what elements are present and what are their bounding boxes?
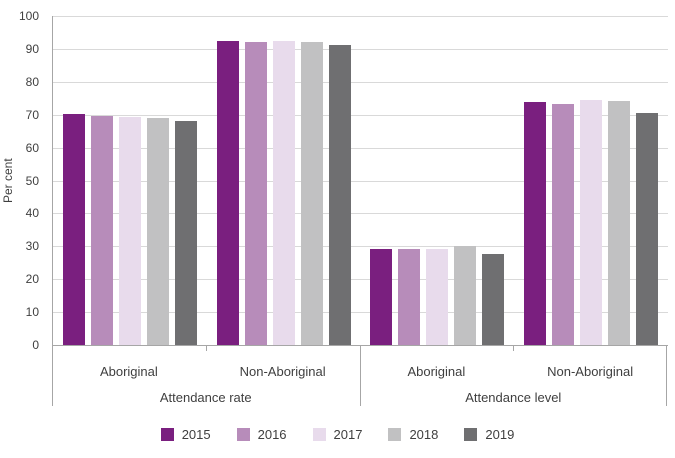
bar-2019 [328, 44, 351, 345]
category-label: Aboriginal [99, 364, 158, 379]
y-tick-label: 80 [25, 74, 39, 89]
bar-group [514, 16, 668, 345]
gridline [53, 48, 668, 50]
gridline [53, 312, 668, 314]
section-separator-tick [52, 346, 53, 406]
y-tick-label: 10 [25, 305, 39, 320]
category-label: Aboriginal [407, 364, 466, 379]
section-separator-tick [359, 346, 361, 406]
legend-label: 2016 [257, 427, 287, 442]
group-separator-tick [513, 346, 515, 351]
bar-2018 [146, 118, 169, 345]
bar-2016 [552, 103, 575, 345]
bar-group [207, 16, 361, 345]
bar-2018 [300, 42, 323, 345]
legend-label: 2015 [181, 427, 211, 442]
bar-2017 [272, 41, 295, 345]
gridlines [53, 16, 668, 345]
y-tick-label: 40 [25, 206, 39, 221]
legend-item-2017: 2017 [312, 427, 363, 442]
bar-group [53, 16, 207, 345]
y-tick-label: 90 [25, 41, 39, 56]
axis-ticks [52, 346, 667, 406]
plot-area [52, 16, 668, 346]
y-tick-label: 20 [25, 272, 39, 287]
y-tick-label: 30 [25, 239, 39, 254]
bar-groups [53, 16, 668, 345]
legend-swatch-2019 [464, 428, 478, 441]
bar-2015 [216, 41, 239, 345]
gridline [53, 16, 668, 17]
legend-swatch-2015 [160, 428, 174, 441]
bar-2016 [398, 248, 421, 345]
bar-2019 [482, 254, 505, 345]
gridline [53, 147, 668, 149]
category-labels: Aboriginal Non-Aboriginal Aboriginal Non-Ab… [52, 364, 667, 379]
y-axis-labels: 0 10 20 30 40 50 60 70 80 90 100 [0, 9, 46, 352]
bar-2019 [636, 113, 659, 345]
bar-2017 [580, 99, 603, 345]
bar-group [361, 16, 515, 345]
legend-swatch-2016 [236, 428, 250, 441]
bar-2018 [608, 101, 631, 345]
gridline [53, 246, 668, 248]
bar-2019 [174, 120, 197, 345]
bar-2018 [454, 245, 477, 345]
legend-swatch-2017 [312, 428, 326, 441]
legend-item-2015: 2015 [160, 427, 211, 442]
bar-2015 [370, 248, 393, 345]
legend-item-2019: 2019 [464, 427, 514, 442]
section-label: Attendance rate [159, 390, 252, 405]
bar-2017 [118, 116, 141, 345]
section-separator-tick [666, 346, 667, 406]
bar-2015 [524, 102, 547, 345]
legend-label: 2017 [333, 427, 363, 442]
bar-2015 [62, 114, 85, 345]
legend-label: 2018 [409, 427, 439, 442]
y-tick-label: 0 [32, 338, 39, 352]
y-tick-label: 60 [25, 140, 39, 155]
bar-2016 [90, 116, 113, 345]
bar-2016 [244, 41, 267, 345]
category-label: Non-Aboriginal [239, 364, 326, 379]
gridline [53, 180, 668, 182]
legend-swatch-2018 [388, 428, 402, 441]
y-tick-label: 70 [25, 107, 39, 122]
category-label: Non-Aboriginal [547, 364, 634, 379]
legend: 2015 2016 2017 2018 2019 [0, 427, 675, 442]
gridline [53, 114, 668, 116]
group-separator-tick [205, 346, 207, 351]
section-labels: Attendance rate Attendance level [52, 390, 667, 405]
gridline [53, 213, 668, 215]
gridline [53, 279, 668, 281]
legend-item-2018: 2018 [388, 427, 438, 442]
y-tick-label: 50 [25, 173, 39, 188]
y-tick-label: 100 [18, 9, 39, 23]
legend-item-2016: 2016 [236, 427, 287, 442]
section-label: Attendance level [465, 390, 562, 405]
bar-2017 [426, 248, 449, 345]
legend-label: 2019 [485, 427, 515, 442]
gridline [53, 81, 668, 83]
